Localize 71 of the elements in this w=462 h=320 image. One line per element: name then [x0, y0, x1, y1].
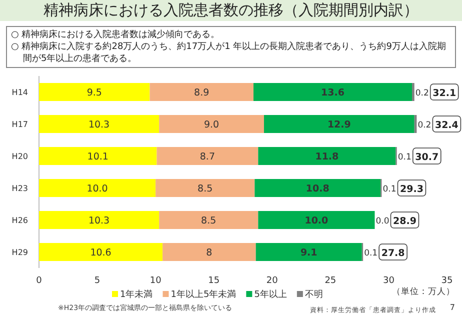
- legend-label: 5年以上: [254, 289, 287, 300]
- data-label: 10.0: [86, 184, 108, 194]
- x-tick-label: 10: [150, 276, 162, 286]
- data-label: 8.7: [200, 152, 215, 162]
- data-label: 8.9: [194, 88, 210, 98]
- data-label: 10.3: [88, 120, 110, 130]
- data-label: 11.8: [315, 152, 340, 162]
- bar: [253, 83, 412, 101]
- bar: [39, 83, 150, 101]
- data-label: 9.5: [86, 88, 102, 98]
- bar: [39, 243, 163, 261]
- y-tick-label: H14: [12, 88, 28, 97]
- data-label: 10.3: [88, 216, 110, 226]
- data-label: 0.1: [382, 184, 396, 194]
- bar: [258, 211, 375, 229]
- data-label: 0.1: [364, 248, 378, 258]
- x-tick-label: 35: [441, 276, 453, 286]
- data-label: 13.6: [321, 88, 345, 98]
- bar: [264, 115, 414, 133]
- total-label: 29.3: [400, 184, 424, 195]
- text: 7: [450, 303, 455, 312]
- data-label: 9.1: [300, 248, 318, 258]
- text: （単位：万人）: [392, 286, 455, 297]
- bar: [156, 179, 255, 197]
- bar: [39, 179, 156, 197]
- x-tick-label: 25: [324, 276, 336, 286]
- data-label: 8.5: [201, 216, 216, 226]
- bar: [156, 147, 258, 165]
- bar: [258, 147, 396, 165]
- x-tick-label: 0: [36, 276, 42, 286]
- total-label: 28.9: [393, 216, 416, 227]
- bar: [159, 211, 258, 229]
- x-tick-label: 15: [208, 276, 220, 286]
- data-label: 0.2: [418, 120, 432, 130]
- y-tick-label: H29: [12, 248, 28, 257]
- bar: [162, 243, 256, 261]
- data-label: 9.0: [204, 120, 220, 130]
- bar: [39, 115, 160, 133]
- bar: [39, 147, 157, 165]
- x-tick-label: 5: [94, 276, 100, 286]
- x-tick-label: 20: [266, 276, 278, 286]
- text: ○ 精神病床における入院患者数は減少傾向である。: [11, 29, 221, 41]
- bar: [39, 211, 160, 229]
- data-label: 0.2: [415, 88, 429, 98]
- data-label: 0.0: [376, 216, 390, 226]
- x-tick-label: 30: [382, 276, 395, 286]
- data-label: 10.8: [306, 184, 330, 194]
- bar: [159, 115, 264, 133]
- data-label: 12.9: [327, 120, 351, 130]
- chart-title: 精神病床における入院患者数の推移（入院期間別内訳）: [0, 0, 462, 21]
- legend-label: 1年以上5年未満: [170, 289, 236, 300]
- total-label: 30.7: [415, 152, 439, 163]
- data-label: 10.1: [87, 152, 108, 162]
- total-label: 27.8: [381, 248, 406, 259]
- text: ○ 精神病床に入院する約28万人のうち、約17万人が1 年以上の長期入院患者であり、うち約9万人は入院期間が5年以上の患者である。: [11, 41, 447, 65]
- bar: [150, 83, 254, 101]
- data-label: 0.1: [398, 152, 412, 162]
- legend-label: 不明: [304, 289, 323, 300]
- legend-label: 1年未満: [120, 289, 153, 300]
- y-tick-label: H23: [12, 184, 28, 193]
- total-label: 32.1: [432, 88, 456, 99]
- bar: [256, 243, 362, 261]
- y-tick-label: H20: [12, 152, 28, 161]
- data-label: 8: [206, 248, 212, 258]
- total-label: 32.4: [434, 120, 459, 131]
- data-label: 10.6: [90, 248, 112, 258]
- y-tick-label: H26: [12, 216, 28, 225]
- data-label: 10.0: [304, 216, 329, 226]
- bar: [254, 179, 381, 197]
- data-label: 8.5: [198, 184, 213, 194]
- y-tick-label: H17: [12, 120, 28, 129]
